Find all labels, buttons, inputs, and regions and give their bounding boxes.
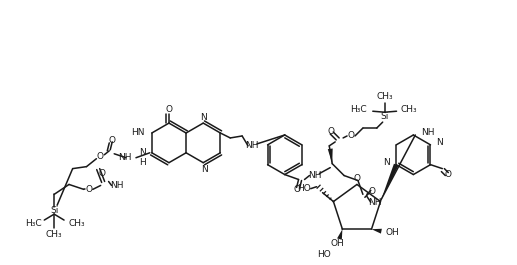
Text: N: N: [436, 138, 443, 147]
Text: O: O: [85, 185, 93, 194]
Text: O: O: [354, 174, 360, 183]
Text: O: O: [98, 169, 105, 178]
Text: CH₃: CH₃: [376, 92, 393, 101]
Text: NH: NH: [245, 141, 259, 150]
Text: N: N: [201, 165, 208, 174]
Text: O: O: [109, 136, 116, 145]
Text: NH: NH: [118, 153, 132, 162]
Text: H: H: [139, 158, 146, 167]
Text: H₃C: H₃C: [25, 219, 41, 228]
Text: O: O: [347, 131, 355, 140]
Text: O: O: [165, 105, 173, 114]
Text: HN: HN: [131, 129, 145, 138]
Text: O: O: [328, 126, 334, 135]
Text: N: N: [384, 158, 390, 167]
Text: CH₃: CH₃: [68, 219, 85, 228]
Polygon shape: [381, 164, 399, 202]
Text: Si: Si: [381, 112, 389, 121]
Text: OH: OH: [330, 238, 344, 248]
Polygon shape: [328, 148, 333, 164]
Text: O: O: [293, 185, 300, 194]
Text: CH₃: CH₃: [46, 230, 63, 239]
Text: NH: NH: [308, 171, 321, 180]
Text: O: O: [368, 187, 375, 196]
Polygon shape: [372, 229, 382, 234]
Text: NH: NH: [421, 129, 435, 138]
Text: HO: HO: [317, 250, 330, 259]
Text: NH: NH: [368, 198, 382, 207]
Text: OH: OH: [385, 228, 399, 237]
Text: N: N: [200, 113, 207, 122]
Text: HO: HO: [297, 184, 311, 193]
Text: O: O: [445, 170, 452, 179]
Text: H₃C: H₃C: [350, 105, 367, 114]
Text: CH₃: CH₃: [401, 105, 417, 114]
Text: NH: NH: [110, 181, 123, 190]
Text: N: N: [139, 148, 146, 157]
Polygon shape: [337, 229, 342, 240]
Text: Si: Si: [50, 206, 58, 215]
Text: O: O: [97, 152, 104, 161]
